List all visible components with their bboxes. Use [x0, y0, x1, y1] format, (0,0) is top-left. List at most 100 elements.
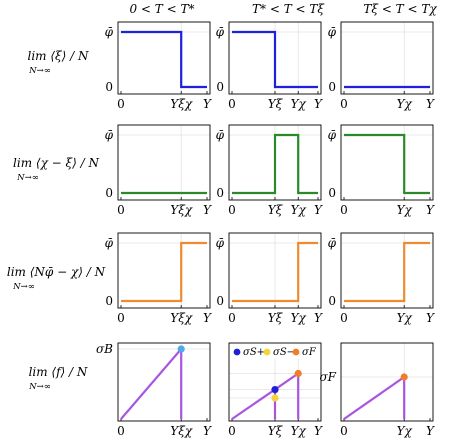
x-tick-label: Y — [314, 97, 323, 111]
col-title-1: T* < T < Tξ — [252, 2, 325, 16]
panel-frame — [117, 342, 211, 422]
column-titles: 0 < T < T* T* < T < Tξ Tξ < T < Tχ — [129, 2, 437, 16]
panel-1-0: 0 Yξχ Y 0 φ̄ — [105, 124, 212, 217]
panel-2-2: 0 Yχ Y 0 φ̄ — [328, 232, 435, 325]
x-tick-label: Yξχ — [170, 203, 193, 217]
data-point-0 — [400, 373, 408, 381]
y-tick-label: φ̄ — [216, 128, 225, 142]
y-tick-label: φ̄ — [105, 236, 114, 250]
x-tick-label: Yχ — [291, 424, 307, 438]
row-sub-2: N→∞ — [12, 282, 35, 292]
x-tick-label: 0 — [228, 424, 236, 438]
row-label-3: lim ⟨f⟩ / N — [29, 365, 88, 379]
legend-box — [230, 344, 320, 359]
row-sub-0: N→∞ — [28, 66, 51, 76]
x-tick-label: 0 — [117, 424, 125, 438]
panel-frame — [340, 342, 434, 422]
x-tick-label: Y — [203, 97, 212, 111]
x-tick-label: Y — [203, 311, 212, 325]
panel-frame — [117, 124, 211, 201]
y-tick-label: φ̄ — [105, 25, 114, 39]
data-point-0 — [177, 345, 185, 353]
y-tick-label: 0 — [216, 294, 224, 308]
col-title-2: Tξ < T < Tχ — [363, 2, 437, 16]
x-tick-label: Yχ — [291, 311, 307, 325]
y-tick-label: 0 — [328, 294, 336, 308]
panel-3-1: 0 Yξ Yχ YσS+ σS− σF — [228, 342, 323, 438]
y-tick-label: 0 — [105, 80, 113, 94]
row-label-0: lim ⟨ξ⟩ / N — [27, 49, 89, 63]
series-line-0 — [343, 374, 406, 420]
series-line-0 — [231, 371, 300, 420]
series-line-0 — [121, 30, 207, 89]
x-tick-label: Yξ — [268, 424, 284, 438]
y-tick-label: σF — [319, 370, 336, 384]
y-tick-label: φ̄ — [328, 128, 337, 142]
y-tick-label: 0 — [105, 186, 113, 200]
x-tick-label: Y — [426, 424, 435, 438]
legend-marker-0 — [233, 348, 241, 356]
panels: 0 Yξχ Y0φ̄0 Yξ Yχ Y0φ̄0 Yχ Y0φ̄0 Yξχ Y0φ̄0 Yξ Yχ Y0φ… — [96, 21, 435, 438]
y-tick-label: 0 — [105, 294, 113, 308]
y-tick-label: φ̄ — [216, 236, 225, 250]
x-tick-label: Yχ — [291, 97, 307, 111]
legend-marker-1 — [263, 348, 271, 356]
x-tick-label: 0 — [117, 311, 125, 325]
x-tick-label: Y — [203, 424, 212, 438]
x-tick-label: Y — [426, 203, 435, 217]
x-tick-label: Yχ — [397, 311, 413, 325]
row-sub-3: N→∞ — [28, 382, 51, 392]
legend-label-2: σF — [302, 347, 317, 358]
y-tick-label: φ̄ — [105, 128, 114, 142]
x-tick-label: Y — [314, 311, 323, 325]
legend: σS+ σS− σF — [230, 344, 320, 359]
x-tick-label: Yχ — [397, 97, 413, 111]
x-tick-label: Y — [203, 203, 212, 217]
panel-2-1: 0 Yξ Yχ Y 0 φ̄ — [216, 232, 323, 325]
series-line-0 — [344, 241, 430, 303]
y-tick-label: σB — [96, 342, 113, 356]
x-tick-label: Yξχ — [170, 311, 193, 325]
row-label-2: lim ⟨Nφ̄ − χ⟩ / N — [7, 265, 106, 279]
legend-label-0: σS+ — [243, 347, 265, 358]
panel-0-0: 0 Yξχ Y 0 φ̄ — [105, 21, 212, 111]
x-tick-label: Y — [314, 424, 323, 438]
panel-frame — [340, 232, 434, 309]
x-tick-label: 0 — [340, 424, 348, 438]
panel-frame — [117, 232, 211, 309]
x-tick-label: 0 — [340, 311, 348, 325]
data-point-1 — [271, 394, 279, 402]
x-tick-label: 0 — [228, 203, 236, 217]
x-tick-label: Yξ — [268, 203, 284, 217]
x-tick-label: 0 — [228, 97, 236, 111]
legend-marker-2 — [292, 348, 300, 356]
x-tick-label: 0 — [340, 97, 348, 111]
x-tick-label: 0 — [340, 203, 348, 217]
series-line-0 — [232, 241, 318, 303]
y-tick-label: φ̄ — [328, 236, 337, 250]
panel-3-2: 0 Yχ YσF — [319, 342, 435, 438]
x-tick-label: Yχ — [397, 203, 413, 217]
panel-0-2: 0 Yχ Y 0 φ̄ — [328, 21, 435, 111]
x-tick-label: 0 — [117, 97, 125, 111]
y-tick-label: 0 — [328, 80, 336, 94]
y-tick-label: φ̄ — [216, 25, 225, 39]
row-label-1: lim ⟨χ − ξ⟩ / N — [13, 156, 99, 170]
x-tick-label: 0 — [228, 311, 236, 325]
row-labels: lim ⟨ξ⟩ / N N→∞ lim ⟨χ − ξ⟩ / N N→∞ lim … — [7, 49, 106, 392]
panel-frame — [117, 21, 211, 95]
series-line-0 — [120, 346, 183, 420]
series-line-0 — [232, 30, 318, 89]
panel-1-2: 0 Yχ Y 0 φ̄ — [328, 124, 435, 217]
data-point-0 — [271, 386, 279, 394]
y-tick-label: 0 — [216, 186, 224, 200]
data-point-2 — [294, 369, 302, 378]
panel-frame — [340, 124, 434, 201]
panel-frame — [340, 21, 434, 95]
x-tick-label: Yξ — [268, 97, 284, 111]
x-tick-label: Yχ — [397, 424, 413, 438]
col-title-0: 0 < T < T* — [129, 2, 194, 16]
x-tick-label: Yξ — [268, 311, 284, 325]
x-tick-label: Yξχ — [170, 97, 193, 111]
